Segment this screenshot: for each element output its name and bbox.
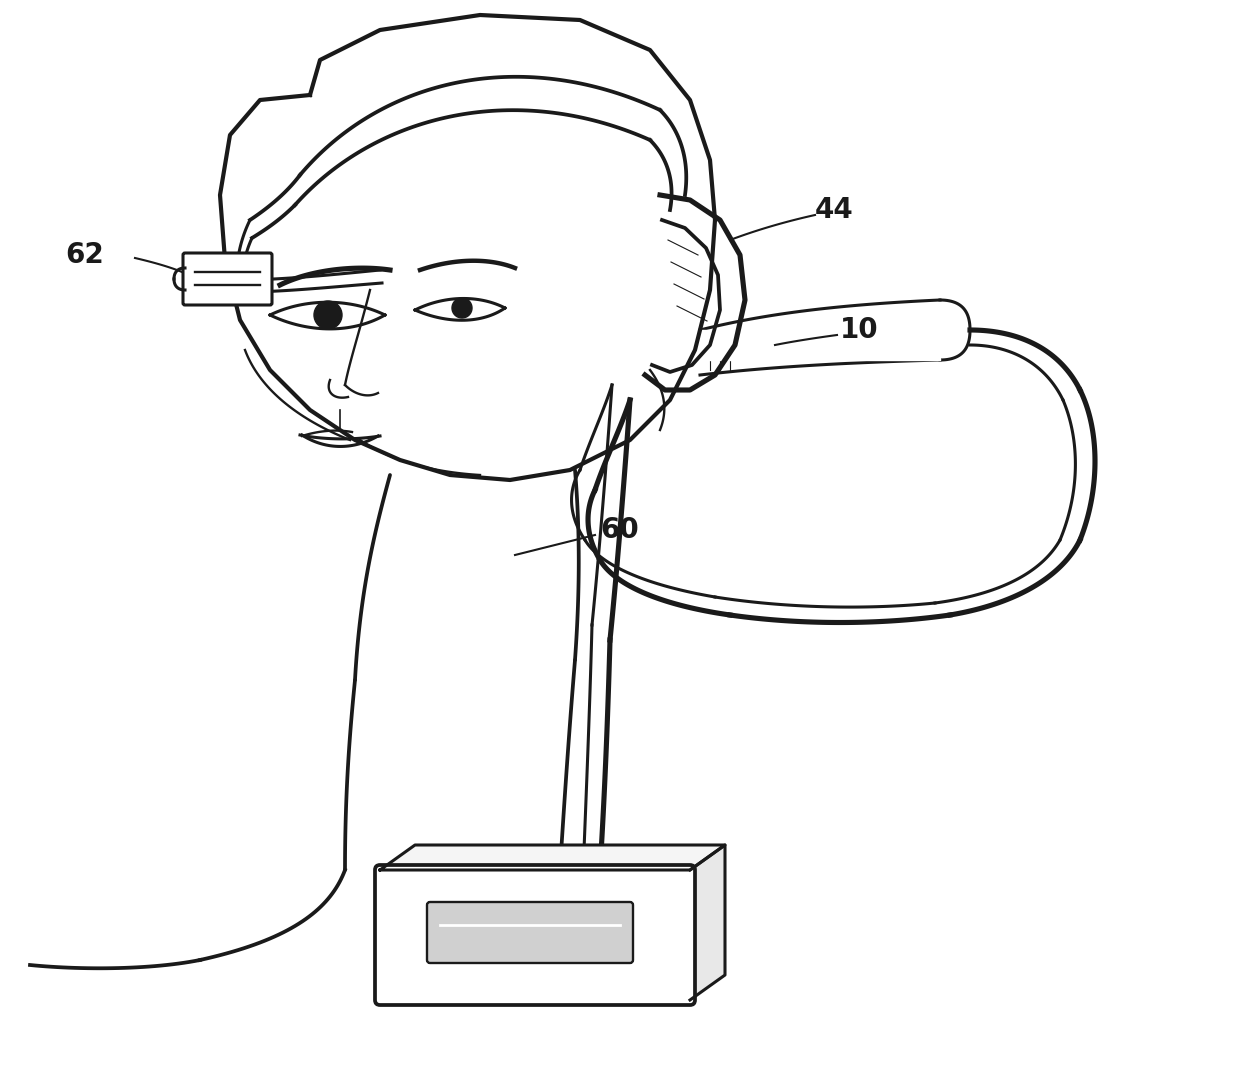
- FancyBboxPatch shape: [374, 865, 694, 1005]
- Text: 62: 62: [64, 241, 104, 269]
- Text: 10: 10: [839, 316, 879, 344]
- Circle shape: [453, 298, 472, 318]
- Text: 60: 60: [600, 516, 639, 544]
- Polygon shape: [689, 845, 725, 1000]
- Polygon shape: [379, 845, 725, 870]
- FancyBboxPatch shape: [184, 253, 272, 305]
- Circle shape: [314, 301, 342, 329]
- FancyBboxPatch shape: [427, 902, 632, 963]
- Text: 44: 44: [815, 196, 854, 224]
